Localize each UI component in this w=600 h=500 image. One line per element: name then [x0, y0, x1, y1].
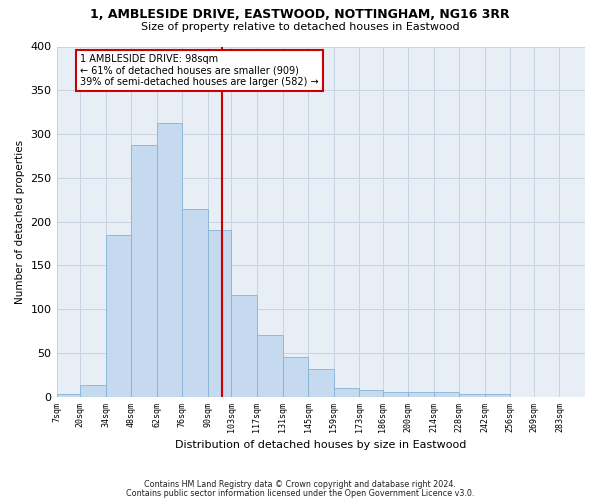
Bar: [182, 208, 208, 397]
Bar: [383, 392, 408, 397]
Bar: [308, 369, 334, 397]
Bar: [157, 122, 182, 397]
Bar: [485, 394, 510, 397]
Text: 1, AMBLESIDE DRIVE, EASTWOOD, NOTTINGHAM, NG16 3RR: 1, AMBLESIDE DRIVE, EASTWOOD, NOTTINGHAM…: [90, 8, 510, 20]
Bar: [80, 384, 106, 397]
Bar: [434, 392, 459, 397]
Bar: [106, 235, 131, 397]
Bar: [56, 394, 80, 397]
Bar: [408, 392, 434, 397]
Bar: [459, 394, 485, 397]
Text: Contains HM Land Registry data © Crown copyright and database right 2024.: Contains HM Land Registry data © Crown c…: [144, 480, 456, 489]
Bar: [232, 295, 257, 397]
Bar: [283, 356, 308, 397]
Bar: [334, 388, 359, 397]
Text: Size of property relative to detached houses in Eastwood: Size of property relative to detached ho…: [140, 22, 460, 32]
Bar: [208, 230, 232, 397]
Bar: [359, 390, 383, 397]
Bar: [257, 334, 283, 397]
Y-axis label: Number of detached properties: Number of detached properties: [15, 140, 25, 304]
Text: Contains public sector information licensed under the Open Government Licence v3: Contains public sector information licen…: [126, 489, 474, 498]
Text: 1 AMBLESIDE DRIVE: 98sqm
← 61% of detached houses are smaller (909)
39% of semi-: 1 AMBLESIDE DRIVE: 98sqm ← 61% of detach…: [80, 54, 319, 86]
X-axis label: Distribution of detached houses by size in Eastwood: Distribution of detached houses by size …: [175, 440, 466, 450]
Bar: [131, 146, 157, 397]
